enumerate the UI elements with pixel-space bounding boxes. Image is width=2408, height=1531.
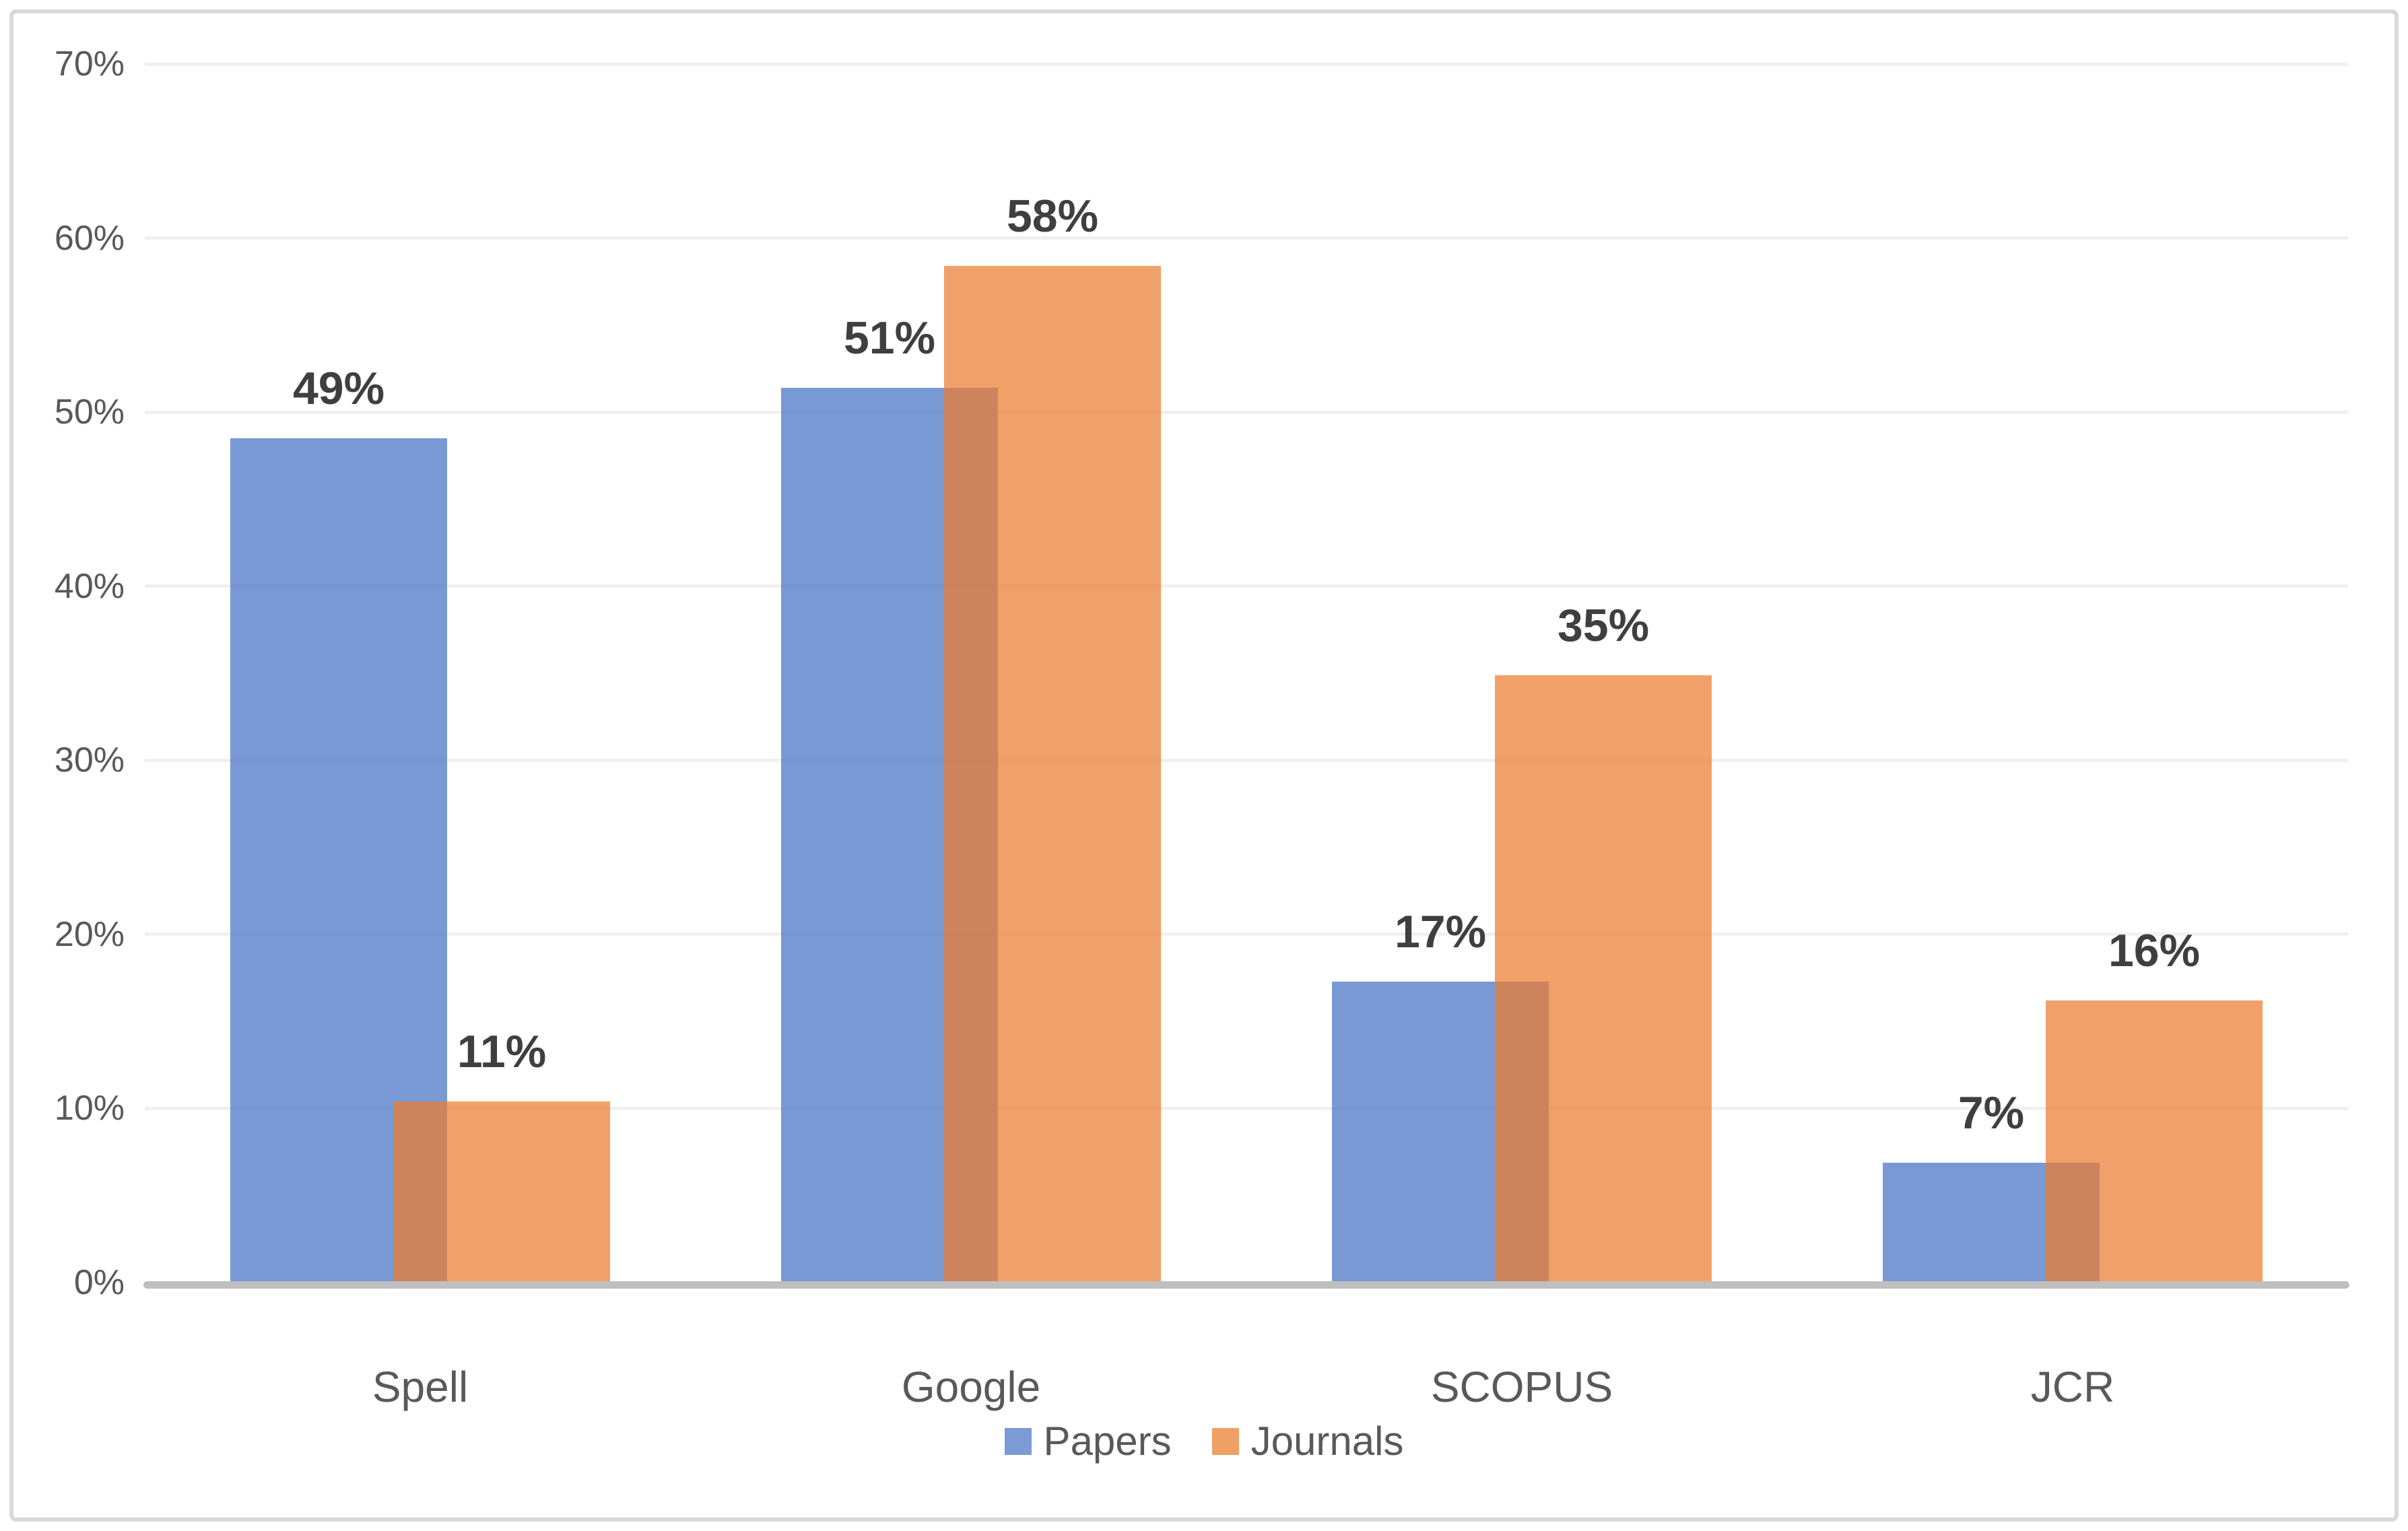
bar-journals-jcr xyxy=(2046,1000,2263,1283)
gridline-70pct xyxy=(145,62,2348,66)
gridline-20pct xyxy=(145,932,2348,937)
data-label-journals-google: 58% xyxy=(1006,190,1099,242)
data-label-journals-spell: 11% xyxy=(457,1026,547,1078)
gridline-40pct xyxy=(145,584,2348,588)
data-label-papers-jcr: 7% xyxy=(1958,1087,2025,1138)
y-tick-label-50pct: 50% xyxy=(54,393,125,432)
x-axis-line xyxy=(143,1281,2349,1289)
legend: Papers Journals xyxy=(0,1418,2408,1465)
bar-journals-scopus xyxy=(1495,675,1712,1283)
bar-journals-google xyxy=(944,265,1161,1283)
legend-swatch-journals-icon xyxy=(1211,1428,1239,1455)
data-label-papers-google: 51% xyxy=(843,312,936,364)
gridline-60pct xyxy=(145,236,2348,240)
legend-label-papers: Papers xyxy=(1043,1419,1172,1464)
y-tick-label-60pct: 60% xyxy=(54,218,125,258)
data-label-journals-scopus: 35% xyxy=(1557,599,1650,651)
legend-item-journals: Journals xyxy=(1211,1418,1404,1465)
y-tick-label-10pct: 10% xyxy=(54,1089,125,1128)
legend-item-papers: Papers xyxy=(1004,1418,1172,1465)
category-label-jcr: JCR xyxy=(2030,1363,2115,1411)
y-tick-label-20pct: 20% xyxy=(54,914,125,954)
y-tick-label-70pct: 70% xyxy=(54,44,125,83)
data-label-papers-spell: 49% xyxy=(292,362,385,414)
data-label-journals-jcr: 16% xyxy=(2108,925,2201,977)
y-tick-label-30pct: 30% xyxy=(54,741,125,780)
gridline-30pct xyxy=(145,758,2348,762)
legend-label-journals: Journals xyxy=(1250,1419,1404,1464)
category-label-google: Google xyxy=(901,1363,1041,1411)
category-label-spell: Spell xyxy=(372,1363,469,1411)
legend-swatch-papers-icon xyxy=(1004,1428,1032,1455)
gridline-50pct xyxy=(145,410,2348,414)
category-label-scopus: SCOPUS xyxy=(1430,1363,1613,1411)
y-tick-label-0pct: 0% xyxy=(73,1263,125,1302)
y-tick-label-40pct: 40% xyxy=(54,566,125,606)
data-label-papers-scopus: 17% xyxy=(1394,906,1487,957)
bar-journals-spell xyxy=(393,1101,610,1283)
gridline-10pct xyxy=(145,1106,2348,1110)
